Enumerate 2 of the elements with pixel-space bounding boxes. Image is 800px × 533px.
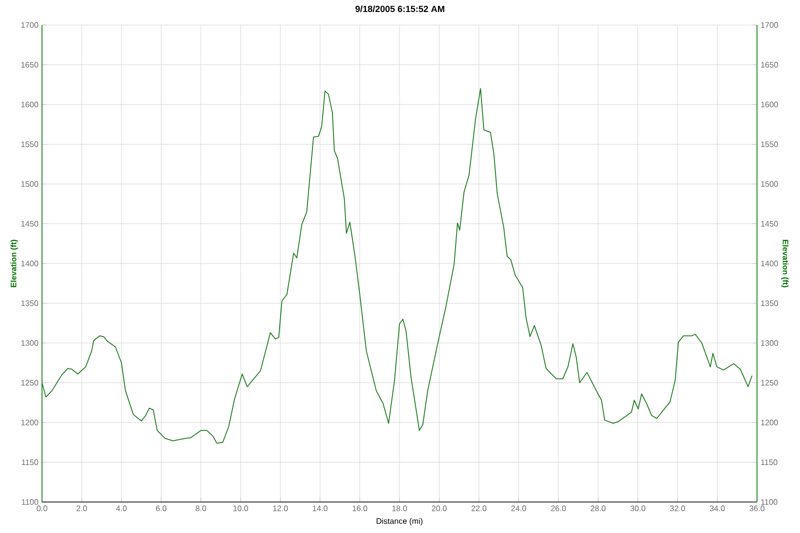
chart-title: 9/18/2005 6:15:52 AM (355, 6, 444, 12)
line-series (42, 88, 752, 444)
